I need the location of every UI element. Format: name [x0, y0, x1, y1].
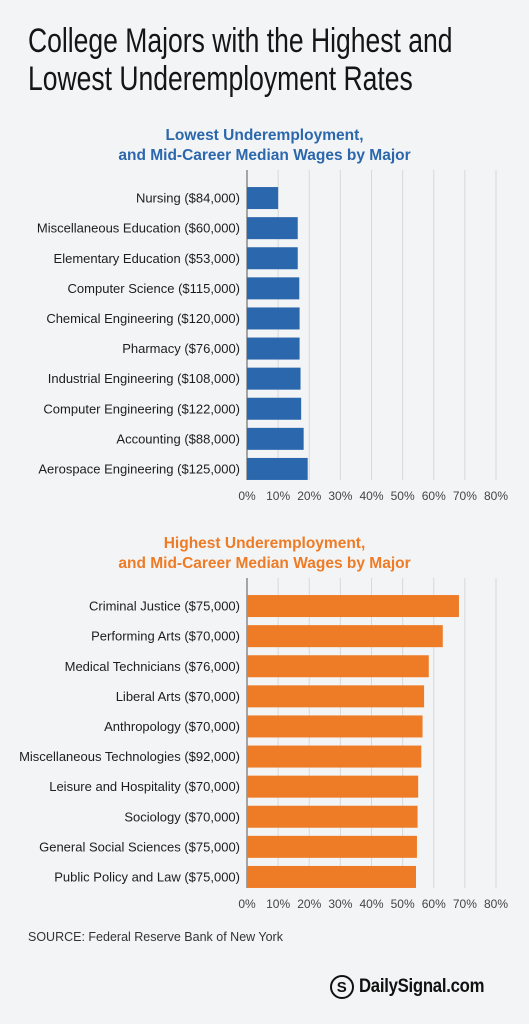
low-category-label: Elementary Education ($53,000) — [54, 251, 240, 266]
low-category-label: Pharmacy ($76,000) — [122, 341, 240, 356]
high-x-tick-label: 20% — [297, 897, 321, 911]
low-category-label: Chemical Engineering ($120,000) — [46, 311, 240, 326]
high-category-label: General Social Sciences ($75,000) — [39, 839, 240, 854]
brand-name: DailySignal.com — [358, 976, 484, 997]
low-category-label: Aerospace Engineering ($125,000) — [38, 461, 240, 476]
low-category-labels: Nursing ($84,000) Miscellaneous Education… — [37, 191, 240, 477]
low-gridlines — [277, 170, 497, 480]
low-bar — [247, 187, 279, 210]
daily-signal-logo-icon: S — [329, 975, 354, 999]
high-chart-title-line-1: Highest Underemployment, — [163, 535, 366, 552]
high-x-tick-label: 10% — [266, 897, 290, 911]
brand[interactable]: S DailySignal.com — [329, 975, 501, 999]
high-chart-title: Highest Underemployment, and Mid-Career … — [0, 534, 529, 574]
high-x-tick-label: 60% — [422, 897, 446, 911]
high-category-label: Performing Arts ($70,000) — [91, 629, 240, 644]
high-category-label: Leisure and Hospitality ($70,000) — [49, 779, 240, 794]
high-x-tick-label: 40% — [359, 897, 383, 911]
high-bar — [247, 655, 429, 678]
low-x-tick-label: 10% — [266, 489, 290, 503]
low-x-tick-label: 20% — [297, 489, 321, 503]
low-x-tick-label: 80% — [484, 489, 508, 503]
high-bars — [247, 595, 459, 888]
high-category-label: Anthropology ($70,000) — [104, 719, 240, 734]
high-x-tick-label: 0% — [238, 897, 256, 911]
low-x-tick-label: 30% — [328, 489, 352, 503]
high-category-label: Liberal Arts ($70,000) — [116, 689, 240, 704]
low-bar — [247, 337, 300, 360]
low-bar — [247, 457, 308, 480]
high-category-label: Miscellaneous Technologies ($92,000) — [19, 749, 240, 764]
high-underemployment-chart: 0% 10% 20% 30% 40% 50% 60% 70% 80% Criminal Justi… — [19, 578, 508, 911]
high-bar — [247, 685, 425, 708]
high-bar — [247, 715, 423, 738]
low-chart-title-line-1: Lowest Underemployment, — [165, 127, 364, 144]
high-bar — [247, 745, 422, 768]
high-category-label: Criminal Justice ($75,000) — [89, 599, 240, 614]
low-x-tick-label: 60% — [422, 489, 446, 503]
low-bars — [247, 187, 308, 480]
high-x-tick-label: 50% — [391, 897, 415, 911]
low-bar — [247, 367, 301, 390]
high-bar — [247, 835, 417, 858]
low-bar — [247, 427, 304, 450]
high-category-label: Sociology ($70,000) — [124, 809, 240, 824]
low-x-tick-label: 0% — [238, 489, 256, 503]
high-chart-title-line-2: and Mid-Career Median Wages by Major — [118, 555, 411, 572]
high-x-ticks: 0% 10% 20% 30% 40% 50% 60% 70% 80% — [238, 897, 508, 911]
low-x-ticks: 0% 10% 20% 30% 40% 50% 60% 70% 80% — [238, 489, 508, 503]
high-category-label: Medical Technicians ($76,000) — [65, 659, 240, 674]
source-note: SOURCE: Federal Reserve Bank of New York — [28, 930, 283, 944]
low-category-label: Nursing ($84,000) — [136, 191, 240, 206]
high-x-tick-label: 80% — [484, 897, 508, 911]
high-x-tick-label: 30% — [328, 897, 352, 911]
page-title: College Majors with the Highest and Lowe… — [28, 22, 453, 98]
low-bar — [247, 397, 302, 420]
low-category-label: Miscellaneous Education ($60,000) — [37, 221, 240, 236]
high-bar — [247, 865, 417, 888]
high-category-labels: Criminal Justice ($75,000) Performing Art… — [19, 599, 240, 885]
low-bar — [247, 307, 300, 330]
low-bar — [247, 277, 300, 300]
low-category-label: Industrial Engineering ($108,000) — [48, 371, 240, 386]
high-category-label: Public Policy and Law ($75,000) — [54, 869, 240, 884]
low-x-tick-label: 50% — [391, 489, 415, 503]
high-x-tick-label: 70% — [453, 897, 477, 911]
low-bar — [247, 217, 298, 240]
low-bar — [247, 247, 298, 270]
low-category-label: Computer Science ($115,000) — [68, 281, 240, 296]
low-chart-title: Lowest Underemployment, and Mid-Career M… — [0, 126, 529, 166]
low-underemployment-chart: 0% 10% 20% 30% 40% 50% 60% 70% 80% Nursing ($84,0… — [37, 170, 508, 503]
low-category-label: Accounting ($88,000) — [116, 431, 240, 446]
high-bar — [247, 595, 459, 618]
low-category-label: Computer Engineering ($122,000) — [43, 401, 240, 416]
low-x-tick-label: 70% — [453, 489, 477, 503]
high-bar — [247, 805, 418, 828]
high-bar — [247, 625, 443, 648]
low-chart-title-line-2: and Mid-Career Median Wages by Major — [118, 147, 411, 164]
low-x-tick-label: 40% — [359, 489, 383, 503]
high-bar — [247, 775, 419, 798]
